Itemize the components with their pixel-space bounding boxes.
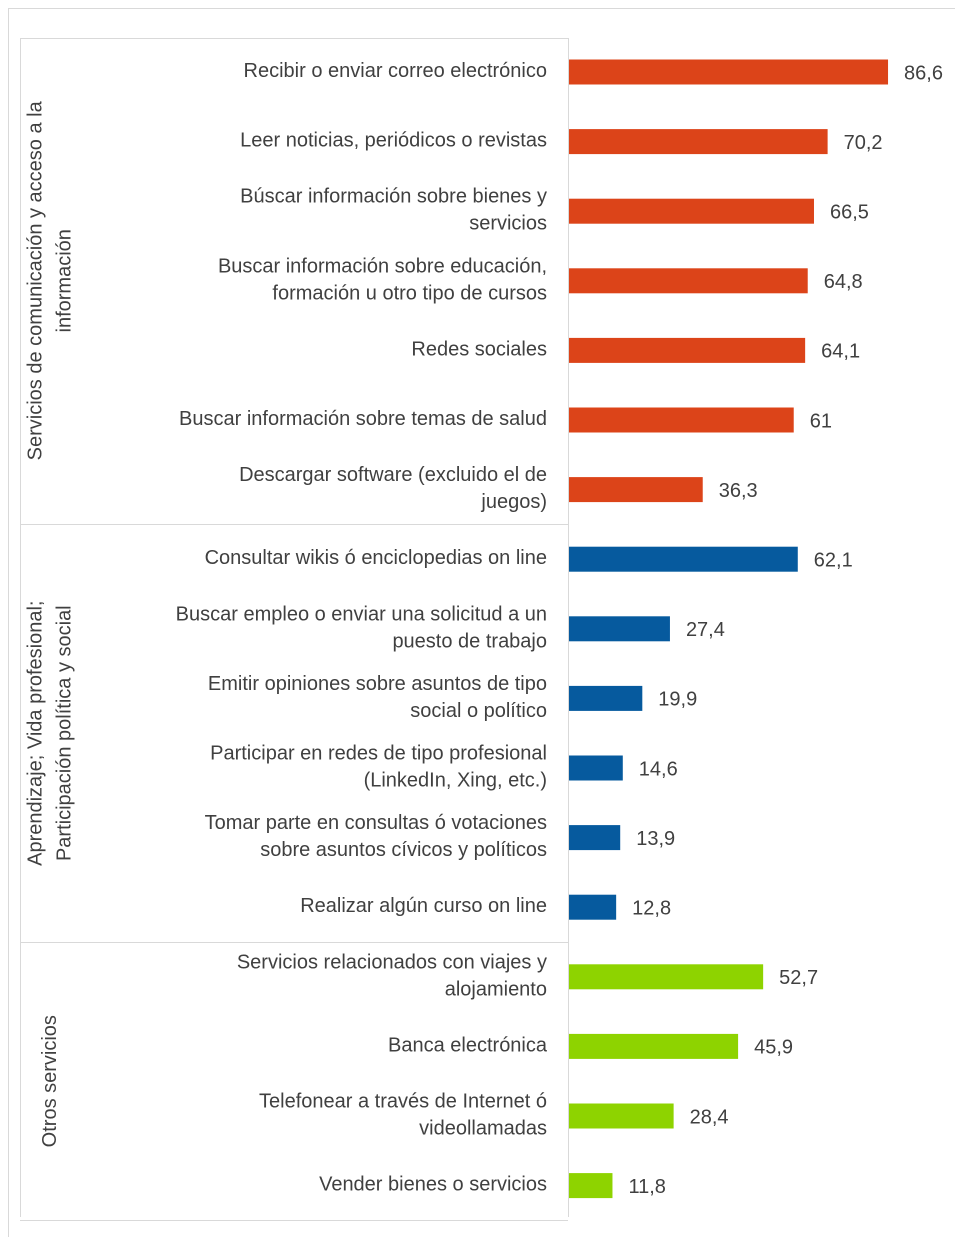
value-label: 19,9 (658, 689, 697, 711)
value-label: 64,1 (821, 341, 860, 363)
value-label: 36,3 (719, 480, 758, 502)
bar (569, 477, 703, 503)
category-label: Servicios relacionados con viajes y aloja… (237, 952, 547, 1001)
bar (569, 685, 643, 711)
bar (569, 755, 623, 781)
bar (569, 268, 808, 294)
value-label: 66,5 (830, 201, 869, 223)
bar (569, 1103, 674, 1129)
group-label: Aprendizaje; Vida profesional; Participac… (25, 601, 76, 866)
value-label: 86,6 (904, 62, 943, 84)
category-label: Banca electrónica (388, 1035, 548, 1057)
bar (569, 894, 617, 920)
bar (569, 825, 621, 851)
value-label: 62,1 (814, 549, 853, 571)
category-label: Consultar wikis ó enciclopedias on line (205, 547, 547, 569)
category-label: Realizar algún curso on line (300, 895, 547, 917)
value-label: 27,4 (686, 619, 725, 641)
bar (569, 616, 670, 642)
category-label: Recibir o enviar correo electrónico (244, 60, 547, 82)
bar (569, 337, 806, 363)
value-label: 14,6 (639, 758, 678, 780)
category-label: Telefonear a través de Internet ó videoll… (259, 1091, 547, 1140)
category-label: Leer noticias, periódicos o revistas (240, 130, 547, 152)
bar (569, 1033, 739, 1059)
value-label: 11,8 (628, 1176, 665, 1198)
group-label: Servicios de comunicación y acceso a la i… (25, 100, 76, 460)
category-label: Buscar información sobre educación, forma… (218, 256, 547, 305)
bar (569, 198, 814, 224)
value-label: 70,2 (844, 132, 883, 154)
value-label: 13,9 (636, 828, 675, 850)
bar (569, 129, 828, 155)
category-label: Participar en redes de tipo profesional(… (210, 743, 547, 792)
bar (569, 407, 794, 433)
value-label: 52,7 (779, 967, 818, 989)
category-label: Vender bienes o servicios (319, 1174, 547, 1196)
category-label: Tomar parte en consultas ó votaciones sob… (205, 812, 547, 861)
bar (569, 964, 764, 990)
category-label: Buscar información sobre temas de salud (179, 408, 547, 430)
category-label: Buscar empleo o enviar una solicitud a u… (176, 604, 547, 653)
value-label: 45,9 (754, 1037, 793, 1059)
group-label: Otros servicios (39, 1015, 61, 1147)
value-label: 61 (810, 410, 832, 432)
value-label: 12,8 (632, 897, 671, 919)
category-label: Redes sociales (411, 339, 547, 361)
bar (569, 1173, 613, 1199)
bar (569, 546, 798, 572)
value-label: 28,4 (690, 1106, 729, 1128)
category-label: Emitir opiniones sobre asuntos de tipo so… (208, 673, 547, 722)
value-label: 64,8 (824, 271, 863, 293)
category-label: Descargar software (excluido el de juegos… (239, 464, 547, 513)
bar (569, 59, 889, 85)
category-label: Búscar información sobre bienes y servici… (240, 186, 547, 235)
